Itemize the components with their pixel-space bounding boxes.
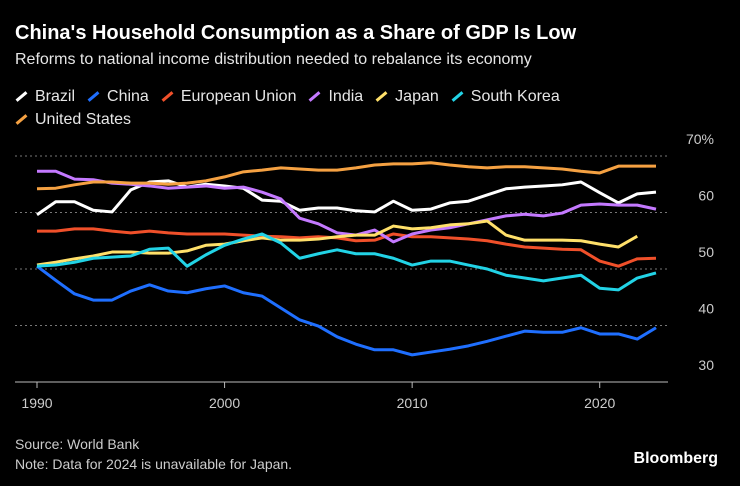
note: Note: Data for 2024 is unavailable for J…	[15, 456, 293, 472]
y-tick-label: 30	[698, 357, 714, 373]
legend-swatch	[15, 114, 28, 126]
x-tick-label: 2000	[209, 395, 240, 411]
chart-subtitle: Reforms to national income distribution …	[15, 51, 532, 68]
x-tick-label: 2020	[584, 395, 615, 411]
legend-swatch	[87, 91, 100, 103]
chart-title: China's Household Consumption as a Share…	[15, 22, 577, 44]
series-line	[36, 232, 657, 292]
legend-label: India	[328, 88, 364, 105]
legend-label: European Union	[180, 88, 297, 105]
legend-label: Japan	[395, 88, 439, 105]
series-line	[36, 264, 657, 357]
legend-swatch	[309, 91, 321, 103]
legend-item: China	[87, 85, 149, 108]
legend-swatch	[15, 91, 28, 103]
x-tick-label: 2010	[397, 395, 428, 411]
legend-label: China	[107, 88, 149, 105]
legend-item: South Korea	[451, 85, 560, 108]
legend-label: Brazil	[35, 88, 76, 105]
legend-label: South Korea	[470, 88, 560, 105]
y-tick-label: 50	[698, 244, 714, 260]
y-tick-label: 70%	[686, 131, 714, 147]
legend-item: Brazil	[15, 85, 75, 108]
legend-swatch	[375, 91, 388, 103]
series-line	[37, 227, 657, 268]
x-tick-label: 1990	[21, 395, 52, 411]
legend-swatch	[451, 91, 464, 103]
series-line	[36, 161, 656, 191]
legend-item: United States	[15, 108, 131, 131]
y-tick-label: 40	[698, 301, 714, 317]
legend-label: United States	[35, 111, 132, 128]
legend-item: India	[308, 85, 363, 108]
legend: Brazil China European Union India Japan South…	[15, 85, 655, 131]
legend-item: Japan	[375, 85, 439, 108]
series-line	[36, 219, 638, 267]
source: Source: World Bank	[15, 436, 140, 452]
brand: Bloomberg	[633, 450, 718, 467]
legend-item: European Union	[161, 85, 297, 108]
series-line	[37, 169, 657, 244]
series-line	[36, 179, 657, 216]
legend-swatch	[161, 91, 174, 103]
y-tick-label: 60	[698, 188, 714, 204]
